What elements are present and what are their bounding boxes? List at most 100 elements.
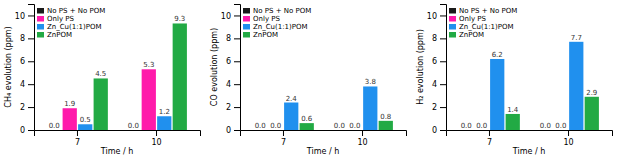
legend-swatch <box>243 32 250 38</box>
data-label: 0.0 <box>476 122 487 130</box>
bar <box>506 114 520 130</box>
tick-mark <box>489 130 490 136</box>
y-tick: 2 <box>226 103 240 112</box>
y-axis-title: CH₄ evolution (ppm) <box>4 26 13 107</box>
tick-label: 10 <box>357 138 367 147</box>
y-tick: 2 <box>432 103 446 112</box>
legend-swatch <box>37 8 44 14</box>
data-label: 5.3 <box>143 61 154 69</box>
legend-item: ZnPOM <box>449 31 484 39</box>
legend-label: ZnPOM <box>47 31 72 39</box>
tick-label: 7 <box>75 138 80 147</box>
y-tick: 8 <box>20 34 34 43</box>
axis-line <box>28 5 35 131</box>
legend: No PS + No POMOnly PSZn_Cu(1:1)POMZnPOM <box>449 7 517 39</box>
x-tick: 10 <box>151 130 161 147</box>
legend-label: Only PS <box>459 15 486 23</box>
bar <box>379 121 393 130</box>
tick-mark <box>440 38 446 39</box>
panel: 0.00.00.00.06.27.71.42.97100246810Time /… <box>416 5 613 156</box>
x-tick: 7 <box>487 130 492 147</box>
data-label: 0.8 <box>380 113 391 121</box>
bars <box>490 42 599 130</box>
tick-label: 7 <box>487 138 492 147</box>
tick-mark <box>234 38 240 39</box>
bar <box>585 97 599 130</box>
bar <box>173 23 187 130</box>
data-label: 2.9 <box>586 89 597 97</box>
tick-label: 2 <box>20 103 25 112</box>
bar <box>142 69 156 130</box>
tick-mark <box>440 107 446 108</box>
data-label: 0.0 <box>555 122 566 130</box>
data-label: 1.4 <box>507 106 519 114</box>
y-tick: 0 <box>20 126 34 135</box>
legend-swatch <box>37 32 44 38</box>
legend-item: ZnPOM <box>37 31 72 39</box>
x-axis: 7 10 <box>241 130 407 147</box>
tick-mark <box>234 61 240 62</box>
y-tick: 8 <box>226 34 240 43</box>
tick-mark <box>28 107 34 108</box>
y-tick: 10 <box>221 12 240 21</box>
legend-swatch <box>449 8 456 14</box>
axis-line <box>447 131 613 137</box>
legend-item: No PS + No POM <box>449 7 517 15</box>
legend-item: Only PS <box>243 15 280 23</box>
data-label: 4.5 <box>95 70 106 78</box>
tick-label: 2 <box>226 103 231 112</box>
legend-label: ZnPOM <box>253 31 278 39</box>
tick-label: 4 <box>226 80 231 89</box>
legend-label: Only PS <box>253 15 280 23</box>
panel: 0.00.00.00.02.43.80.60.87100246810Time /… <box>210 5 407 156</box>
figure: 0.00.01.95.30.51.24.59.37100246810Time /… <box>0 0 618 156</box>
tick-mark <box>28 15 34 16</box>
legend-swatch <box>243 16 250 22</box>
tick-mark <box>156 130 157 136</box>
data-label: 0.0 <box>540 122 551 130</box>
tick-mark <box>234 15 240 16</box>
legend-item: Only PS <box>449 15 486 23</box>
tick-label: 8 <box>432 34 437 43</box>
x-tick: 10 <box>563 130 573 147</box>
y-tick: 4 <box>226 80 240 89</box>
tick-label: 7 <box>281 138 286 147</box>
tick-mark <box>440 84 446 85</box>
data-label: 3.8 <box>365 78 376 86</box>
data-label: 7.7 <box>571 34 582 42</box>
tick-mark <box>440 130 446 131</box>
y-tick: 6 <box>432 57 446 66</box>
bar <box>284 103 298 130</box>
legend-swatch <box>243 24 250 30</box>
x-axis: 7 10 <box>447 130 613 147</box>
legend-swatch <box>449 16 456 22</box>
data-label: 0.0 <box>349 122 360 130</box>
data-label: 0.0 <box>270 122 281 130</box>
y-tick: 6 <box>226 57 240 66</box>
axis-line <box>440 5 447 131</box>
bar <box>490 59 504 130</box>
legend-label: No PS + No POM <box>253 7 311 15</box>
tick-label: 10 <box>151 138 161 147</box>
y-tick: 4 <box>432 80 446 89</box>
data-label: 0.6 <box>301 115 313 123</box>
axis-line <box>241 131 407 137</box>
data-label: 1.9 <box>64 100 75 108</box>
tick-label: 8 <box>226 34 231 43</box>
tick-label: 0 <box>20 126 25 135</box>
y-tick: 0 <box>432 126 446 135</box>
tick-mark <box>77 130 78 136</box>
bar <box>569 42 583 130</box>
tick-mark <box>440 15 446 16</box>
y-tick: 0 <box>226 126 240 135</box>
tick-label: 0 <box>226 126 231 135</box>
x-axis-title: Time / h <box>306 147 339 156</box>
legend-item: Zn_Cu(1:1)POM <box>449 23 514 31</box>
y-tick: 10 <box>15 12 34 21</box>
tick-mark <box>234 130 240 131</box>
legend-swatch <box>449 32 456 38</box>
tick-mark <box>568 130 569 136</box>
legend-label: Zn_Cu(1:1)POM <box>253 23 308 31</box>
data-labels: 0.00.00.00.06.27.71.42.9 <box>461 34 598 130</box>
x-axis-title: Time / h <box>100 147 133 156</box>
